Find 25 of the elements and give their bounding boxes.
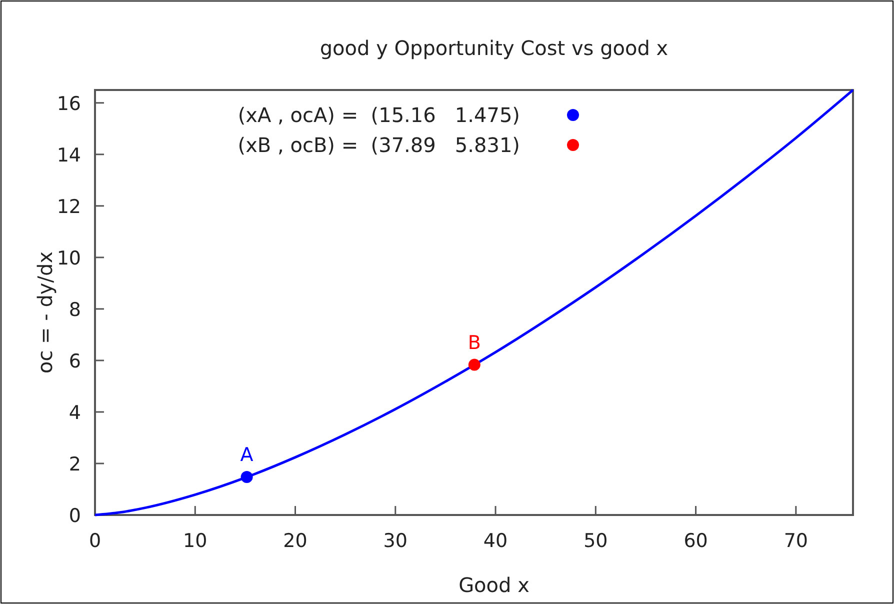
- y-tick-label: 4: [68, 402, 81, 424]
- x-axis-title: Good x: [458, 573, 530, 597]
- x-tick-label: 0: [88, 530, 102, 552]
- y-tick-label: 12: [56, 196, 81, 218]
- legend-label: (xB , ocB) = (37.89 5.831): [238, 133, 520, 157]
- y-tick-label: 10: [56, 247, 81, 270]
- y-tick-label: 2: [68, 453, 81, 476]
- annotation: A: [240, 444, 254, 466]
- chart-title: good y Opportunity Cost vs good x: [320, 36, 668, 60]
- y-tick-label: 16: [56, 92, 81, 115]
- x-tick-label: 30: [383, 530, 408, 552]
- y-tick-label: 0: [68, 505, 81, 527]
- x-tick-label: 40: [483, 530, 508, 552]
- annotation: B: [468, 332, 481, 354]
- x-tick-label: 70: [784, 530, 808, 552]
- x-tick-label: 10: [183, 530, 208, 552]
- y-axis-title: oc = - dy/dx: [33, 251, 57, 374]
- x-tick-label: 20: [283, 530, 308, 552]
- line-series: [94, 88, 854, 516]
- x-tick-label: 60: [684, 530, 708, 552]
- y-tick-label: 14: [56, 144, 81, 166]
- x-tick-label: 50: [584, 530, 608, 552]
- y-tick-label: 8: [68, 298, 81, 321]
- legend-label: (xA , ocA) = (15.16 1.475): [238, 103, 520, 127]
- y-tick-label: 6: [68, 350, 81, 372]
